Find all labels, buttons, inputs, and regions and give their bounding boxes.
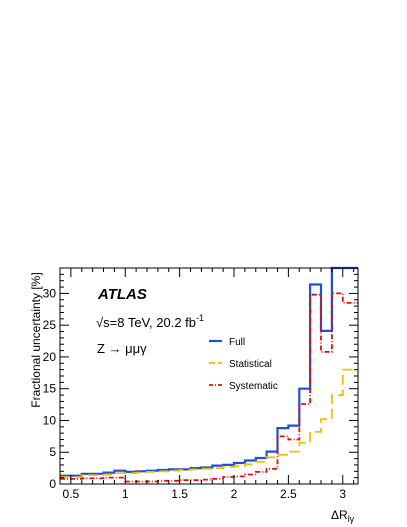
legend-label-systematic: Systematic bbox=[229, 381, 278, 392]
series-full bbox=[60, 266, 358, 477]
y-tick-label: 15 bbox=[43, 382, 57, 396]
x-tick-label: 2.5 bbox=[280, 487, 297, 501]
x-tick-label: 1 bbox=[122, 487, 129, 501]
legend-label-statistical: Statistical bbox=[229, 359, 272, 370]
legend-label-full: Full bbox=[229, 337, 245, 348]
y-tick-label: 10 bbox=[43, 413, 57, 427]
x-tick-label: 1.5 bbox=[171, 487, 188, 501]
y-axis-title: Fractional uncertainty [%] bbox=[29, 272, 43, 407]
y-tick-label: 30 bbox=[43, 286, 57, 300]
y-tick-label: 20 bbox=[43, 350, 57, 364]
atlas-label: ATLAS bbox=[97, 286, 147, 303]
y-tick-label: 5 bbox=[49, 445, 56, 459]
legend: Full Statistical Systematic bbox=[209, 337, 278, 392]
x-axis-title: ΔRlγ bbox=[331, 508, 355, 524]
x-tick-label: 0.5 bbox=[63, 487, 80, 501]
x-tick-label: 3 bbox=[339, 487, 346, 501]
series-statistical bbox=[60, 368, 358, 478]
energy-label: √s=8 TeV, 20.2 fb-1 bbox=[96, 313, 204, 330]
y-tick-label: 0 bbox=[49, 477, 56, 491]
process-label: Z → μμγ bbox=[97, 341, 147, 356]
x-tick-label: 2 bbox=[231, 487, 238, 501]
y-tick-label: 25 bbox=[43, 318, 57, 332]
tick-group: 0 5 10 15 20 25 30 0.5 1 1.5 2 2.5 3 bbox=[43, 267, 358, 501]
